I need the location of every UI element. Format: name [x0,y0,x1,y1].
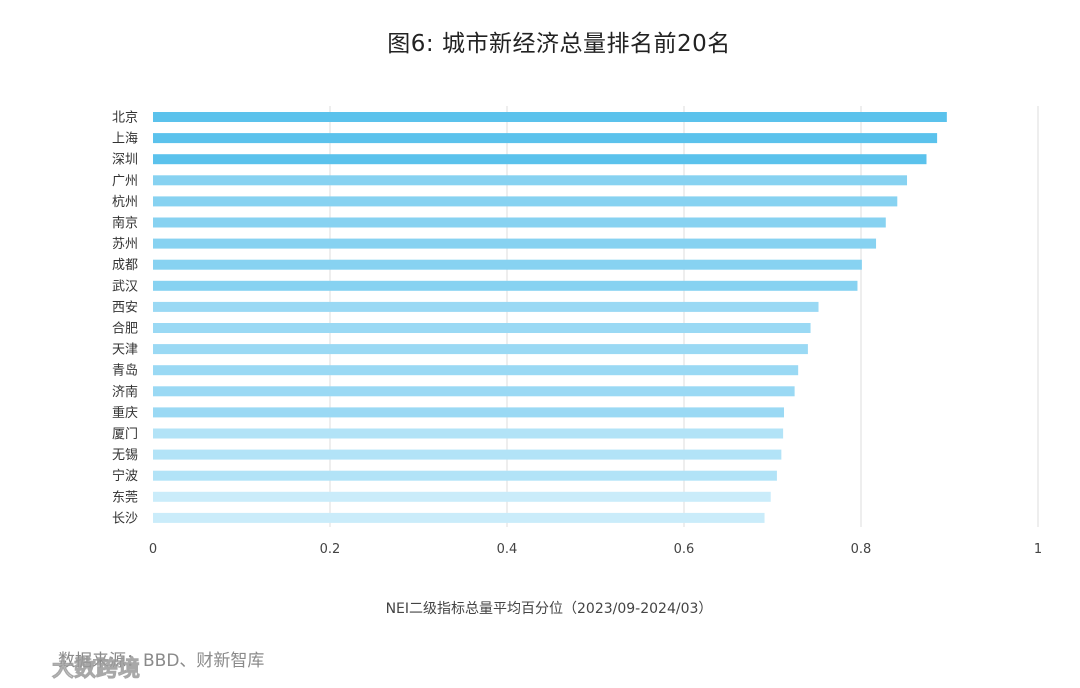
bar [153,196,898,207]
chart-title: 图6: 城市新经济总量排名前20名 [387,31,731,57]
bar [153,491,771,502]
source-note: 数据来源：BBD、财新智库 [58,651,265,671]
bar [153,259,862,270]
category-label: 长沙 [112,511,138,526]
bar [153,365,799,376]
bar [153,280,858,291]
x-axis-label: NEI二级指标总量平均百分位（2023/09-2024/03） [385,601,713,617]
category-label: 济南 [112,384,138,400]
bar [153,175,908,186]
category-label: 上海 [112,132,138,147]
category-label: 无锡 [112,448,138,463]
bar [153,154,927,165]
category-label: 合肥 [112,322,138,337]
category-label: 苏州 [112,236,138,252]
x-tick-label: 0.6 [674,542,695,557]
bar [153,323,811,333]
category-label: 杭州 [112,195,138,210]
category-label: 重庆 [112,405,138,421]
category-label: 成都 [112,258,138,273]
x-tick-label: 0.8 [851,542,872,557]
category-label: 宁波 [112,468,138,484]
category-label: 深圳 [112,153,138,168]
x-tick-labels: 0 0.2 0.4 0.6 0.8 1 [149,542,1042,557]
bar [153,344,808,355]
category-label: 厦门 [112,427,138,442]
category-label: 西安 [112,300,138,315]
category-label: 北京 [112,111,138,126]
category-label: 天津 [112,343,138,358]
category-label: 广州 [112,174,138,189]
x-tick-label: 1 [1034,542,1042,557]
bar [153,512,765,523]
watermark-logo: 大数跨境 [9,655,140,682]
bar [153,449,782,460]
watermark-icon [9,655,44,678]
x-tick-label: 0.4 [497,542,518,557]
bar [153,428,784,439]
x-tick-label: 0 [149,542,157,557]
bar [153,133,938,144]
category-label: 东莞 [112,490,138,505]
x-tick-label: 0.2 [320,542,341,557]
watermark-text: 大数跨境 [52,656,140,682]
bar [153,112,947,122]
bar [153,217,886,228]
bar [153,386,795,397]
gridlines [329,106,1039,527]
bar [153,470,777,481]
bar [153,238,877,249]
bar [153,301,819,312]
category-label: 武汉 [112,279,138,294]
category-label: 南京 [112,215,138,231]
bar [153,407,785,418]
bars [153,112,947,523]
category-label: 青岛 [112,363,138,379]
